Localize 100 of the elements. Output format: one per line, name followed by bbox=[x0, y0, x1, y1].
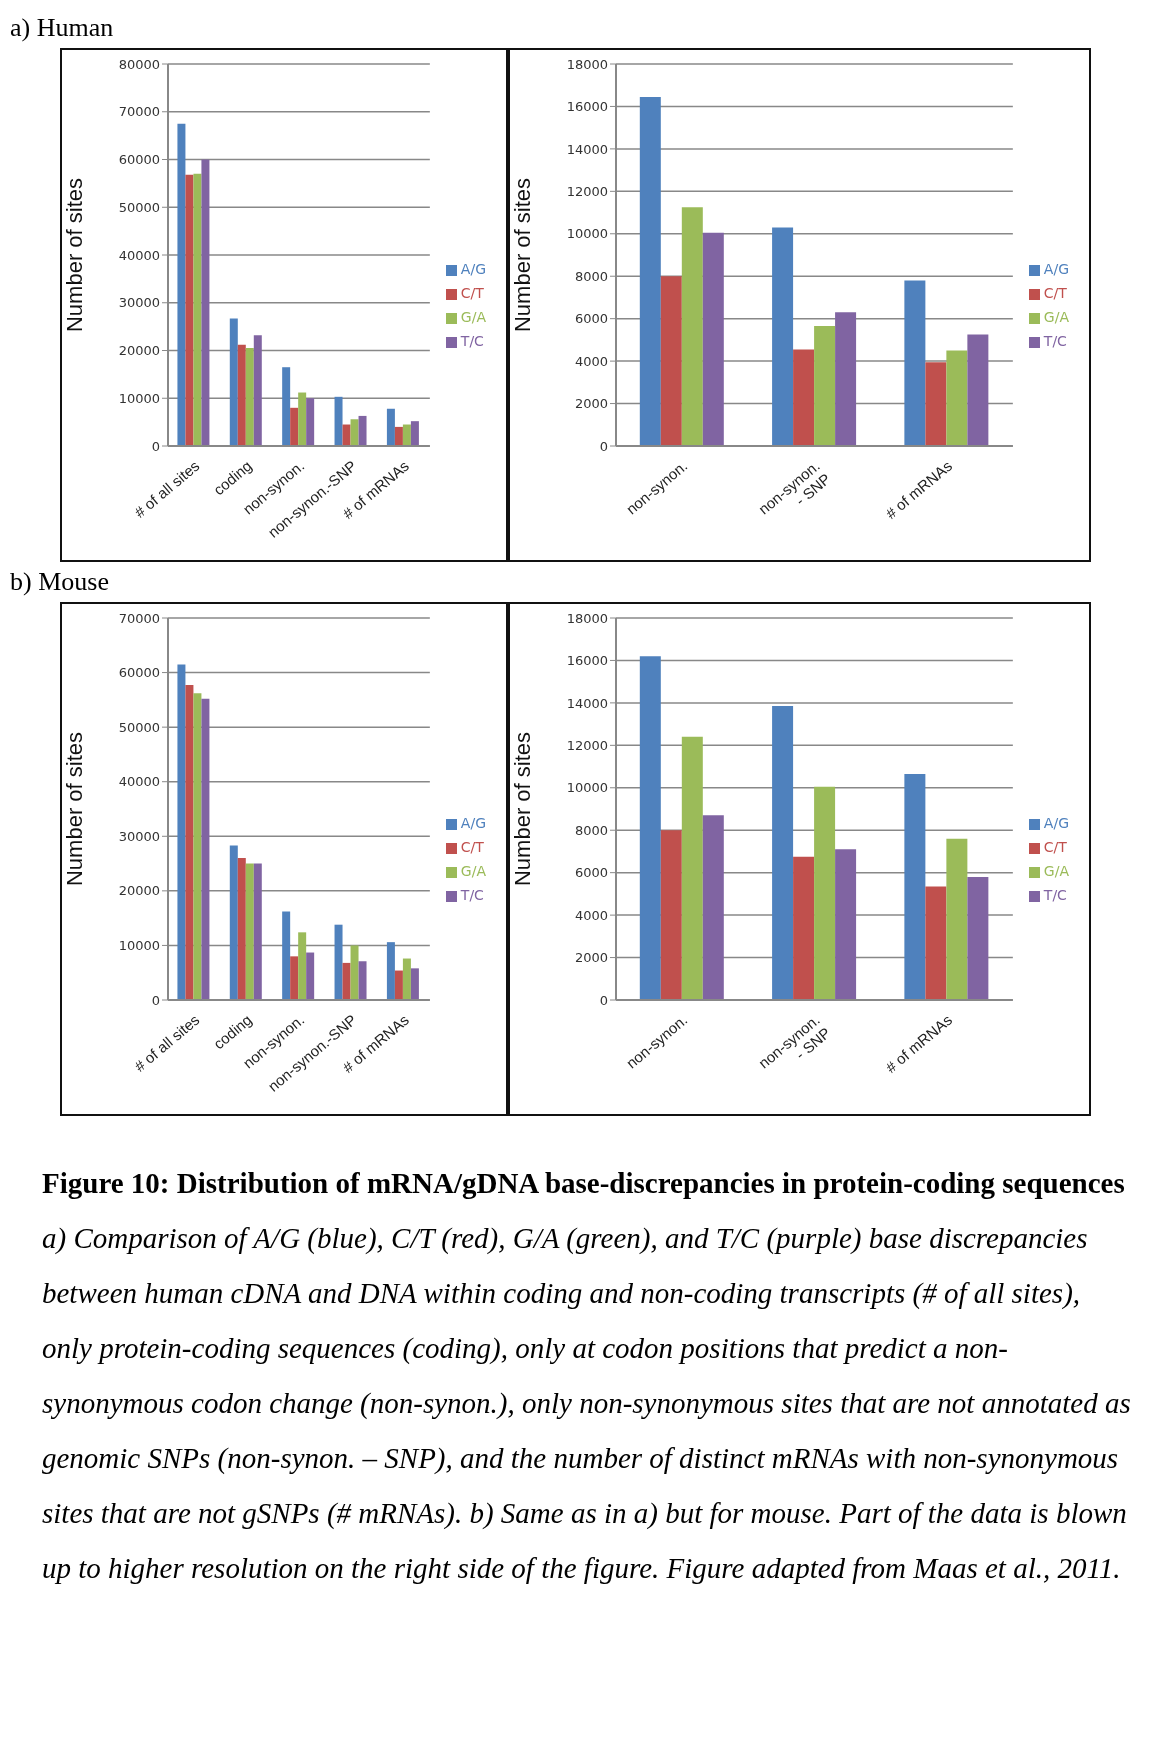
x-tick-label: # of all sites bbox=[130, 1010, 203, 1075]
caption: Figure 10: Distribution of mRNA/gDNA base-discrepancies in protein-coding sequences bbox=[42, 1166, 1126, 1201]
bar bbox=[350, 945, 359, 1000]
legend-label: A/G bbox=[1043, 815, 1069, 831]
bar bbox=[177, 664, 186, 1000]
y-tick-label: 14000 bbox=[566, 141, 608, 157]
y-tick-label: 16000 bbox=[566, 99, 608, 115]
text: a) Comparison of A/G (blue), C/T (red), G/A (green), and T/C (purple) base discrepancies between human cDNA and DNA within coding and non-coding transcripts (# of all sites), only protein-coding sequences (coding), only at codon positions that predict a non-synonymous codon change (non-synon.), only non-synonymous sites that are not annotated as genomic SNPs (non-synon. – SNP), and the number of distinct mRNAs with non-synonymous sites that are not gSNPs (# mRNAs). b) Same as in a) but for mouse. Part of the data is blown up to higher resolution on the right side of the figure. Figure adapted from Maas et al., 2011. bbox=[42, 1221, 1132, 1586]
legend-label: C/T bbox=[460, 839, 484, 855]
y-tick-label: 30000 bbox=[118, 295, 160, 311]
y-axis-title: Number of sites bbox=[61, 177, 87, 333]
legend-label: A/G bbox=[1043, 261, 1069, 277]
legend-label: C/T bbox=[1043, 839, 1067, 855]
y-tick-label: 14000 bbox=[566, 695, 608, 711]
legend-label: T/C bbox=[1043, 333, 1067, 349]
chart-title: b) Mouse bbox=[10, 566, 110, 598]
y-tick-label: 4000 bbox=[574, 907, 608, 923]
bar bbox=[660, 830, 682, 1000]
bar bbox=[201, 159, 210, 446]
bar bbox=[350, 419, 359, 446]
y-tick-label: 0 bbox=[151, 992, 160, 1008]
y-tick-label: 70000 bbox=[118, 610, 160, 626]
bar bbox=[814, 786, 836, 1000]
bar bbox=[793, 349, 815, 446]
y-tick-label: 2000 bbox=[574, 950, 608, 966]
bar bbox=[402, 424, 411, 446]
bar bbox=[282, 367, 291, 446]
bar bbox=[946, 350, 968, 446]
bar bbox=[394, 970, 403, 1000]
bar bbox=[967, 876, 989, 1000]
bar bbox=[253, 863, 262, 1000]
bar bbox=[835, 312, 857, 446]
y-tick-label: 8000 bbox=[574, 822, 608, 838]
y-tick-label: 18000 bbox=[566, 610, 608, 626]
legend-label: T/C bbox=[1043, 887, 1067, 903]
legend-label: G/A bbox=[460, 863, 486, 879]
y-tick-label: 40000 bbox=[118, 774, 160, 790]
bar bbox=[925, 362, 947, 446]
bar bbox=[660, 276, 682, 446]
y-tick-label: 50000 bbox=[118, 719, 160, 735]
chart-title: a) Human bbox=[10, 12, 115, 44]
y-tick-label: 18000 bbox=[566, 56, 608, 72]
bar bbox=[290, 956, 299, 1000]
bar bbox=[306, 398, 315, 446]
bar bbox=[298, 932, 307, 1000]
y-tick-label: 80000 bbox=[118, 56, 160, 72]
bar bbox=[410, 968, 419, 1000]
y-tick-label: 30000 bbox=[118, 828, 160, 844]
y-axis-title: Number of sites bbox=[509, 731, 535, 887]
bar bbox=[967, 334, 989, 446]
bar bbox=[386, 942, 395, 1000]
bar bbox=[358, 415, 367, 446]
y-tick-label: 6000 bbox=[574, 311, 608, 327]
bar bbox=[681, 736, 703, 1000]
bar bbox=[925, 886, 947, 1000]
bar bbox=[904, 773, 926, 1000]
bar bbox=[193, 693, 202, 1000]
bar bbox=[185, 685, 194, 1000]
bar bbox=[904, 280, 926, 446]
legend-label: C/T bbox=[1043, 285, 1067, 301]
bar bbox=[386, 408, 395, 446]
y-tick-label: 10000 bbox=[118, 390, 160, 406]
y-tick-label: 8000 bbox=[574, 268, 608, 284]
bar bbox=[185, 174, 194, 446]
bar bbox=[702, 815, 724, 1000]
y-tick-label: 12000 bbox=[566, 183, 608, 199]
y-tick-label: 60000 bbox=[118, 665, 160, 681]
legend-label: C/T bbox=[460, 285, 484, 301]
bar bbox=[334, 396, 343, 446]
bar bbox=[814, 326, 836, 446]
bar bbox=[253, 335, 262, 446]
bar bbox=[946, 838, 968, 1000]
bar bbox=[793, 856, 815, 1000]
y-tick-label: 40000 bbox=[118, 247, 160, 263]
bar bbox=[410, 421, 419, 446]
y-tick-label: 2000 bbox=[574, 396, 608, 412]
legend-label: A/G bbox=[460, 815, 486, 831]
legend-label: T/C bbox=[460, 887, 484, 903]
legend-label: G/A bbox=[1043, 863, 1069, 879]
y-tick-label: 6000 bbox=[574, 865, 608, 881]
y-tick-label: 0 bbox=[599, 438, 608, 454]
x-tick-label: # of all sites bbox=[130, 456, 203, 521]
y-tick-label: 10000 bbox=[566, 780, 608, 796]
bar bbox=[229, 845, 238, 1000]
bar bbox=[681, 207, 703, 446]
bar bbox=[237, 344, 246, 446]
bar bbox=[772, 227, 794, 446]
y-tick-label: 4000 bbox=[574, 353, 608, 369]
bar bbox=[639, 96, 661, 446]
bar bbox=[290, 407, 299, 446]
legend-label: G/A bbox=[460, 309, 486, 325]
y-tick-label: 70000 bbox=[118, 104, 160, 120]
y-tick-label: 12000 bbox=[566, 737, 608, 753]
bar bbox=[201, 698, 210, 1000]
y-axis-title: Number of sites bbox=[61, 731, 87, 887]
bar bbox=[298, 392, 307, 446]
bar bbox=[342, 424, 351, 446]
bar bbox=[835, 849, 857, 1000]
y-tick-label: 50000 bbox=[118, 199, 160, 215]
bar bbox=[229, 318, 238, 446]
